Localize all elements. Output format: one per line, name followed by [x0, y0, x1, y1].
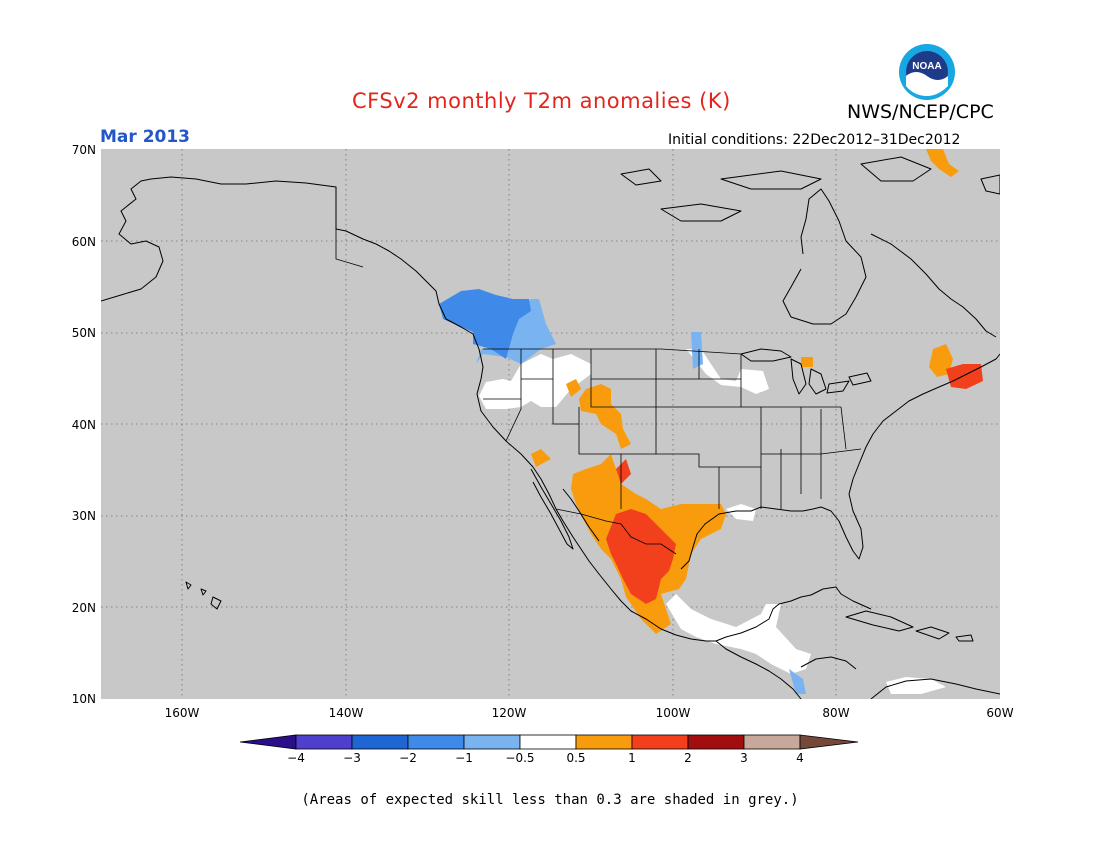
valid-month: Mar 2013 [100, 127, 191, 147]
anomaly-region-greenland-warm [926, 149, 959, 177]
logo-text: NOAA [912, 61, 941, 72]
colorbar-segment-below-minus4 [240, 734, 297, 750]
agency-label: NWS/NCEP/CPC [847, 101, 994, 123]
lon-label-140w: 140W [328, 706, 364, 720]
lon-label-160w: 160W [164, 706, 200, 720]
colorbar-tick: 4 [796, 751, 804, 765]
colorbar-tick: −2 [399, 751, 417, 765]
colorbar-tick: −3 [343, 751, 361, 765]
noaa-logo: NOAA [899, 44, 955, 100]
skill-footnote: (Areas of expected skill less than 0.3 a… [301, 792, 799, 808]
colorbar-segment-minus4-to-minus3 [295, 734, 353, 750]
anomaly-region-minnesota-cool [691, 332, 703, 369]
anomaly-region-texas-hot [616, 459, 631, 484]
lat-label-70n: 70N [71, 143, 96, 157]
anomaly-region-pacific-northwest-cold [439, 289, 531, 359]
colorbar-tick: 1 [628, 751, 636, 765]
political-borders [335, 187, 862, 555]
anomaly-region-northern-mexico-hot [606, 509, 676, 604]
map-title: CFSv2 monthly T2m anomalies (K) [352, 89, 731, 113]
anomaly-region-great-basin-neutral [479, 354, 591, 409]
lon-label-80w: 80W [822, 706, 850, 720]
lat-label-60n: 60N [71, 235, 96, 249]
anomaly-region-colorado-warm [566, 379, 581, 397]
colorbar-segment-minus2-to-minus1 [407, 734, 465, 750]
lat-label-10n: 10N [71, 692, 96, 706]
colorbar-segment-minus1-to-minus05 [463, 734, 521, 750]
map-background [101, 149, 1000, 699]
lat-label-50n: 50N [71, 326, 96, 340]
colorbar-segment-above-4 [799, 734, 859, 750]
colorbar [240, 734, 859, 750]
anomaly-region-nevada-warm [531, 449, 551, 467]
lat-label-20n: 20N [71, 601, 96, 615]
colorbar-tick: −0.5 [505, 751, 535, 765]
anomaly-map [101, 149, 1000, 699]
anomaly-region-rockies-warm [579, 384, 631, 449]
anomaly-region-caribbean-neutral [886, 677, 946, 694]
lon-label-100w: 100W [655, 706, 691, 720]
coastlines [101, 156, 1000, 699]
colorbar-segment-05-to-1 [575, 734, 633, 750]
colorbar-tick: −4 [287, 751, 305, 765]
graticule [101, 149, 1000, 699]
colorbar-segment-3-to-4 [743, 734, 801, 750]
lon-label-60w: 60W [986, 706, 1014, 720]
anomaly-region-great-lakes-warm [801, 357, 813, 367]
anomaly-region-gulf-neutral [726, 504, 756, 521]
colorbar-tick: 0.5 [566, 751, 586, 765]
colorbar-segment-1-to-2 [631, 734, 689, 750]
lat-label-30n: 30N [71, 509, 96, 523]
lon-label-120w: 120W [491, 706, 527, 720]
colorbar-tick: −1 [455, 751, 473, 765]
colorbar-segment-2-to-3 [687, 734, 745, 750]
colorbar-segment-neutral [519, 734, 577, 750]
colorbar-tick: 2 [684, 751, 692, 765]
colorbar-tick: 3 [740, 751, 748, 765]
initial-conditions: Initial conditions: 22Dec2012–31Dec2012 [668, 132, 961, 148]
lat-label-40n: 40N [71, 418, 96, 432]
anomaly-region-great-lakes-neutral [686, 349, 769, 394]
colorbar-segment-minus3-to-minus2 [351, 734, 409, 750]
anomaly-region-central-america-cool [789, 669, 806, 694]
